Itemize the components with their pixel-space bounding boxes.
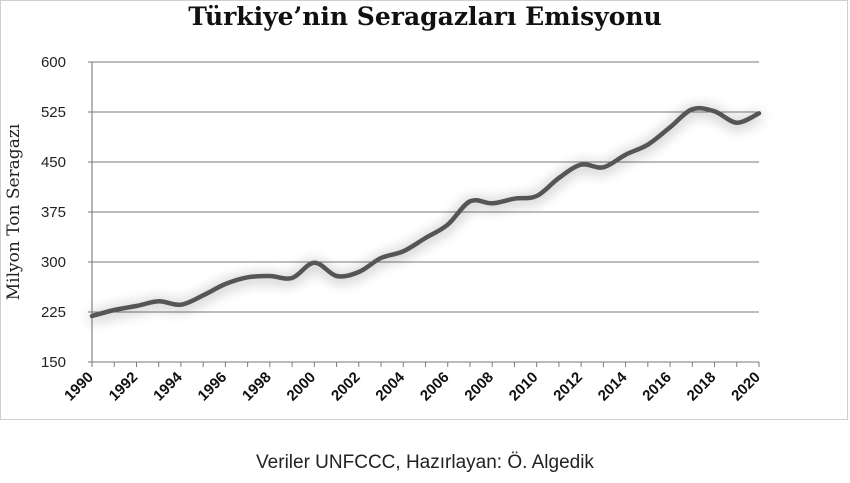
data-point <box>668 125 672 129</box>
y-tick-label: 300 <box>41 254 66 271</box>
x-tick-label: 2010 <box>506 369 542 405</box>
y-tick-label: 525 <box>41 104 66 121</box>
y-axis-label: Milyon Ton Seragazı <box>4 123 24 300</box>
y-tick-labels: 600 525 450 375 300 225 150 <box>41 54 66 371</box>
data-point <box>268 274 272 278</box>
data-point <box>401 249 405 253</box>
y-tick-label: 150 <box>41 354 66 371</box>
data-point <box>157 299 161 303</box>
data-point <box>134 304 138 308</box>
data-point <box>246 275 250 279</box>
x-tick-label: 2018 <box>684 369 720 405</box>
x-tick-label: 2012 <box>550 369 586 405</box>
data-point <box>557 176 561 180</box>
data-point <box>601 165 605 169</box>
emissions-line <box>89 105 762 319</box>
y-tick-label: 375 <box>41 204 66 221</box>
x-tick-label: 2008 <box>461 369 497 405</box>
data-point <box>335 274 339 278</box>
x-tick-label: 2006 <box>417 369 453 405</box>
data-point <box>201 293 205 297</box>
x-tick-label: 2002 <box>328 369 364 405</box>
x-tick-labels: 1990 1992 1994 1996 1998 2000 2002 2004 2006 2008… <box>61 368 764 404</box>
data-point <box>468 199 472 203</box>
data-point <box>290 276 294 280</box>
series-layer <box>89 105 762 319</box>
grid-lines <box>88 61 759 363</box>
data-point <box>646 143 650 147</box>
data-point <box>624 153 628 157</box>
data-point <box>535 194 539 198</box>
data-point <box>90 314 94 318</box>
data-point <box>690 107 694 111</box>
y-tick-label: 600 <box>41 54 66 71</box>
data-point <box>446 223 450 227</box>
data-point <box>490 201 494 205</box>
data-point <box>713 109 717 113</box>
data-point <box>379 256 383 260</box>
x-tick-label: 2016 <box>639 369 675 405</box>
chart-plot: 600 525 450 375 300 225 150 1990 1992 1994 1996 19… <box>4 54 764 404</box>
x-tick-label: 1990 <box>61 369 97 405</box>
y-tick-label: 450 <box>41 154 66 171</box>
x-tick-label: 1996 <box>195 369 231 405</box>
data-point <box>179 303 183 307</box>
data-point <box>357 270 361 274</box>
credit-text: Veriler UNFCCC, Hazırlayan: Ö. Algedik <box>256 452 594 473</box>
data-point <box>579 163 583 167</box>
data-point <box>223 282 227 286</box>
x-tick-label: 2014 <box>595 368 631 404</box>
data-point <box>424 236 428 240</box>
data-point <box>112 308 116 312</box>
chart-title: Türkiye’nin Seragazları Emisyonu <box>188 2 662 31</box>
axes <box>91 62 760 367</box>
y-tick-label: 225 <box>41 304 66 321</box>
x-tick-label: 2004 <box>372 368 408 404</box>
data-point <box>512 197 516 201</box>
x-tick-label: 2020 <box>728 369 764 405</box>
data-point <box>735 121 739 125</box>
x-tick-label: 1998 <box>239 369 275 405</box>
data-point <box>312 261 316 265</box>
x-tick-label: 1992 <box>106 369 142 405</box>
x-tick-label: 1994 <box>150 368 186 404</box>
data-point <box>757 111 761 115</box>
x-tick-label: 2000 <box>284 369 320 405</box>
chart-frame <box>0 0 848 420</box>
